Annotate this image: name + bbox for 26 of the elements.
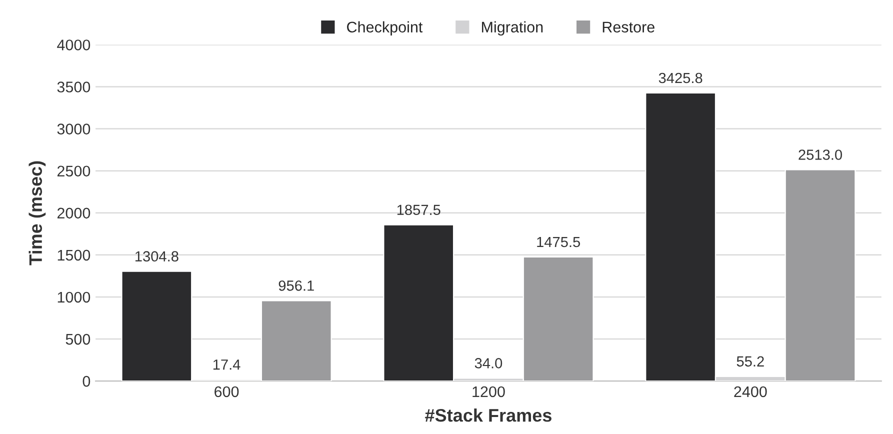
legend-label: Checkpoint bbox=[347, 21, 423, 36]
data-label: 34.0 bbox=[474, 358, 502, 368]
data-label: 1304.8 bbox=[135, 251, 178, 262]
data-label: 3425.8 bbox=[658, 72, 702, 84]
x-tick-label: 1200 bbox=[472, 386, 505, 398]
y-tick-label: 2000 bbox=[57, 208, 90, 219]
y-tick-label: 0 bbox=[82, 376, 90, 387]
legend-label: Restore bbox=[602, 22, 654, 33]
data-label: 1475.5 bbox=[537, 236, 580, 248]
y-tick-label: 3000 bbox=[57, 124, 90, 134]
data-label: 17.4 bbox=[213, 360, 240, 370]
y-tick-label: 2500 bbox=[57, 166, 90, 177]
y-tick-label: 1500 bbox=[58, 250, 90, 261]
x-tick-label: 2400 bbox=[734, 386, 767, 398]
y-tick-label: 1000 bbox=[58, 292, 90, 303]
data-label: 2513.0 bbox=[798, 150, 842, 160]
data-label: 55.2 bbox=[736, 356, 764, 367]
y-tick-label: 4000 bbox=[57, 40, 90, 50]
y-axis-title: Time (msec) bbox=[28, 161, 46, 266]
x-tick-label: 600 bbox=[214, 386, 239, 398]
legend-label: Migration bbox=[482, 21, 543, 36]
x-axis-title: #Stack Frames bbox=[425, 408, 552, 422]
y-tick-label: 500 bbox=[66, 334, 90, 345]
y-tick-label: 3500 bbox=[57, 82, 90, 92]
data-label: 1857.5 bbox=[397, 204, 440, 216]
data-label: 956.1 bbox=[278, 280, 314, 291]
